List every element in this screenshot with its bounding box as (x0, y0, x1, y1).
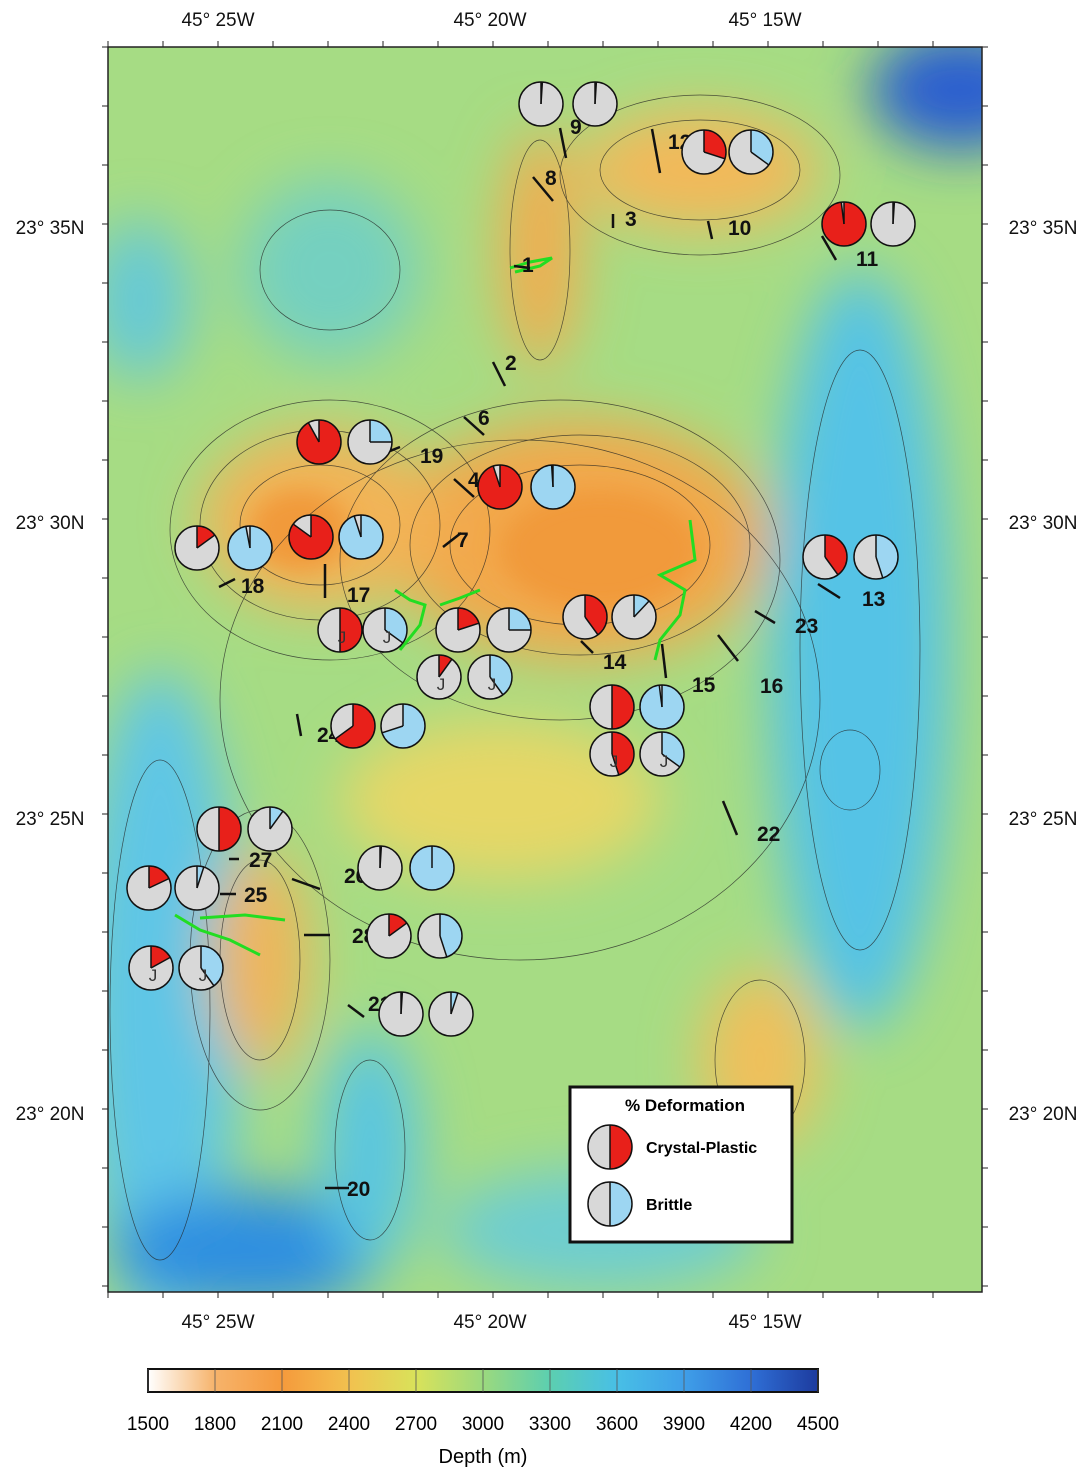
longitude-label: 45° 25W (181, 1312, 254, 1333)
site-label: 20 (347, 1178, 370, 1201)
colorbar-tick-label: 3000 (462, 1414, 504, 1435)
map-figure: 45° 25W 45° 25W 45° 20W 45° 20W 45° 15W 45° 1… (0, 0, 1086, 1468)
latitude-label: 23° 20N (1009, 1104, 1078, 1125)
legend-title: % Deformation (625, 1096, 745, 1115)
colorbar-tick-label: 4500 (797, 1414, 839, 1435)
site-label: 19 (420, 445, 443, 468)
pie-label: J (338, 628, 347, 647)
site-label: 6 (478, 407, 490, 430)
legend-label: Crystal-Plastic (646, 1140, 757, 1157)
colorbar-tick-label: 3900 (663, 1414, 705, 1435)
latitude-label: 23° 30N (16, 513, 85, 534)
latitude-label: 23° 30N (1009, 513, 1078, 534)
latitude-label: 23° 25N (1009, 809, 1078, 830)
site-label: 17 (347, 584, 370, 607)
longitude-label: 45° 15W (728, 10, 801, 31)
colorbar-tick-label: 2100 (261, 1414, 303, 1435)
colorbar-tick-label: 3300 (529, 1414, 571, 1435)
site-label: 25 (244, 884, 268, 907)
site-label: 2 (505, 352, 517, 375)
site-label: 1 (522, 254, 534, 277)
latitude-label: 23° 20N (16, 1104, 85, 1125)
pie-label: J (149, 966, 158, 985)
site-label: 13 (862, 588, 885, 611)
site-label: 3 (625, 208, 637, 231)
site-label: 14 (603, 651, 627, 674)
colorbar-tick-label: 1800 (194, 1414, 236, 1435)
colorbar-tick-label: 2400 (328, 1414, 370, 1435)
longitude-label: 45° 15W (728, 1312, 801, 1333)
site-label: 27 (249, 849, 272, 872)
legend-label: Brittle (646, 1197, 692, 1214)
site-label: 15 (692, 674, 716, 697)
longitude-label: 45° 20W (453, 10, 526, 31)
pie-label: J (199, 966, 208, 985)
colorbar-tick-label: 4200 (730, 1414, 772, 1435)
colorbar-tick-label: 1500 (127, 1414, 169, 1435)
site-label: 8 (545, 167, 557, 190)
pie-label: J (488, 675, 497, 694)
longitude-label: 45° 20W (453, 1312, 526, 1333)
latitude-label: 23° 35N (16, 218, 85, 239)
site-label: 7 (457, 529, 469, 552)
pie-label: J (660, 752, 669, 771)
pie-label: J (437, 675, 446, 694)
legend: % Deformation Crystal-Plastic Brittle (570, 1087, 792, 1242)
pie-label: J (610, 752, 619, 771)
site-label: 18 (241, 575, 265, 598)
colorbar-tick-label: 3600 (596, 1414, 638, 1435)
longitude-label: 45° 25W (181, 10, 254, 31)
site-label: 16 (760, 675, 783, 698)
site-label: 22 (757, 823, 780, 846)
pie-label: J (383, 628, 392, 647)
site-label: 10 (728, 217, 751, 240)
latitude-label: 23° 35N (1009, 218, 1078, 239)
latitude-label: 23° 25N (16, 809, 85, 830)
colorbar-tick-label: 2700 (395, 1414, 437, 1435)
site-label: 11 (856, 248, 879, 271)
colorbar-title: Depth (m) (439, 1446, 528, 1468)
site-label: 23 (795, 615, 818, 638)
